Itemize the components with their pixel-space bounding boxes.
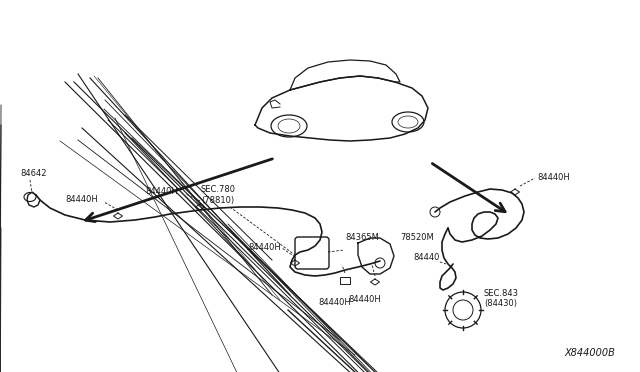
Text: 78520M: 78520M (400, 232, 434, 241)
Text: 84440H: 84440H (145, 187, 178, 196)
Text: 84440H: 84440H (248, 243, 281, 251)
Text: 84440: 84440 (413, 253, 440, 262)
Text: 84365M: 84365M (345, 234, 379, 243)
Text: 84642: 84642 (20, 169, 47, 178)
Bar (340, 276, 350, 283)
Text: 84440H: 84440H (319, 298, 351, 307)
Text: 84440H: 84440H (349, 295, 381, 304)
Text: SEC.843: SEC.843 (484, 289, 519, 298)
Text: SEC.780
(78810): SEC.780 (78810) (200, 185, 236, 205)
Text: 84440H: 84440H (65, 196, 98, 205)
Text: X844000B: X844000B (564, 348, 615, 358)
Text: 84440H: 84440H (537, 173, 570, 182)
Text: (84430): (84430) (484, 299, 517, 308)
